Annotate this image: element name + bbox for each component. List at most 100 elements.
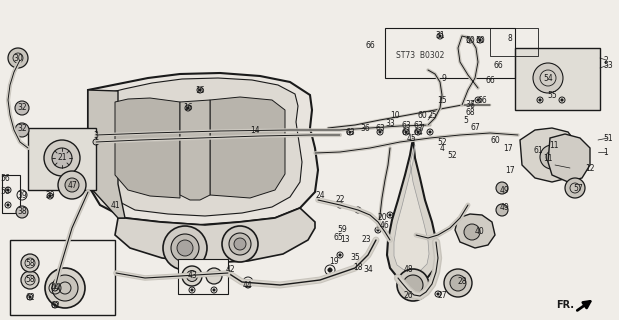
Text: 29: 29 [45, 190, 55, 199]
Text: 23: 23 [361, 236, 371, 244]
Circle shape [377, 229, 379, 231]
Circle shape [247, 284, 249, 286]
Circle shape [348, 131, 352, 133]
Circle shape [469, 39, 471, 41]
Circle shape [52, 275, 78, 301]
Text: 37: 37 [465, 100, 475, 108]
Circle shape [327, 268, 332, 272]
Text: 60: 60 [417, 110, 427, 119]
Circle shape [15, 101, 29, 115]
Text: 60: 60 [490, 135, 500, 145]
Bar [385, 28, 515, 78]
Text: 14: 14 [250, 125, 260, 134]
Text: 65: 65 [333, 234, 343, 243]
Circle shape [44, 140, 80, 176]
Circle shape [403, 275, 423, 295]
Text: 16: 16 [183, 102, 193, 111]
Text: 56: 56 [0, 173, 10, 182]
Circle shape [405, 131, 407, 133]
Circle shape [52, 285, 58, 291]
Circle shape [28, 296, 32, 298]
Circle shape [439, 35, 441, 37]
Text: 4: 4 [439, 143, 444, 153]
Circle shape [450, 275, 466, 291]
Text: 22: 22 [335, 196, 345, 204]
Text: 68: 68 [465, 108, 475, 116]
Text: 19: 19 [329, 258, 339, 267]
Circle shape [357, 209, 359, 211]
Circle shape [565, 178, 585, 198]
Text: 49: 49 [500, 186, 510, 195]
Circle shape [21, 271, 39, 289]
Circle shape [7, 189, 9, 191]
Circle shape [45, 268, 85, 308]
Circle shape [16, 206, 28, 218]
Polygon shape [115, 98, 180, 198]
Polygon shape [115, 208, 315, 263]
Text: 55: 55 [547, 91, 557, 100]
Text: 36: 36 [360, 124, 370, 132]
Text: 20: 20 [377, 213, 387, 222]
Text: 62: 62 [50, 300, 60, 309]
Circle shape [339, 204, 341, 206]
Text: 9: 9 [441, 74, 446, 83]
Circle shape [246, 280, 250, 284]
Text: 46: 46 [380, 220, 390, 229]
Circle shape [21, 254, 39, 272]
Circle shape [8, 48, 28, 68]
Text: 38: 38 [17, 207, 27, 217]
Text: 26: 26 [403, 291, 413, 300]
Circle shape [464, 224, 480, 240]
Text: 66: 66 [365, 41, 375, 50]
Text: 24: 24 [315, 190, 325, 199]
Text: 64: 64 [401, 127, 411, 137]
Text: 3: 3 [93, 131, 98, 140]
Text: 52: 52 [447, 150, 457, 159]
Text: 51: 51 [603, 133, 613, 142]
Text: 42: 42 [225, 266, 235, 275]
Text: 2: 2 [604, 55, 608, 65]
Circle shape [191, 289, 193, 291]
Text: 35: 35 [350, 253, 360, 262]
Circle shape [213, 289, 215, 291]
Text: 31: 31 [435, 30, 445, 39]
Text: 63: 63 [345, 127, 355, 137]
Text: 63: 63 [413, 121, 423, 130]
Circle shape [186, 270, 197, 282]
Text: 5: 5 [464, 116, 469, 124]
Circle shape [339, 254, 341, 256]
Circle shape [54, 287, 56, 289]
Text: 21: 21 [57, 153, 67, 162]
Text: 8: 8 [508, 34, 513, 43]
Text: 30: 30 [13, 53, 23, 62]
Text: 25: 25 [427, 110, 437, 119]
Polygon shape [88, 73, 318, 225]
Circle shape [199, 89, 201, 91]
Text: 63: 63 [401, 121, 411, 130]
Text: ST73  B0302: ST73 B0302 [396, 51, 444, 60]
Polygon shape [210, 97, 285, 198]
Circle shape [7, 204, 9, 206]
Text: 56: 56 [0, 188, 10, 196]
Text: 11: 11 [549, 140, 559, 149]
Text: 44: 44 [243, 281, 253, 290]
Circle shape [222, 226, 258, 262]
Text: 66: 66 [493, 60, 503, 69]
Text: 58: 58 [25, 276, 35, 284]
Circle shape [533, 63, 563, 93]
Circle shape [429, 131, 431, 133]
Text: 62: 62 [25, 292, 35, 301]
Circle shape [163, 226, 207, 270]
Circle shape [52, 148, 72, 168]
Polygon shape [455, 214, 495, 248]
Text: 53: 53 [603, 60, 613, 69]
Polygon shape [548, 134, 590, 182]
Circle shape [58, 171, 86, 199]
Polygon shape [387, 138, 438, 283]
Bar [515, 48, 600, 110]
Circle shape [379, 131, 381, 133]
Bar [178, 259, 228, 294]
Polygon shape [100, 78, 302, 216]
Text: 17: 17 [503, 143, 513, 153]
Circle shape [187, 107, 189, 109]
